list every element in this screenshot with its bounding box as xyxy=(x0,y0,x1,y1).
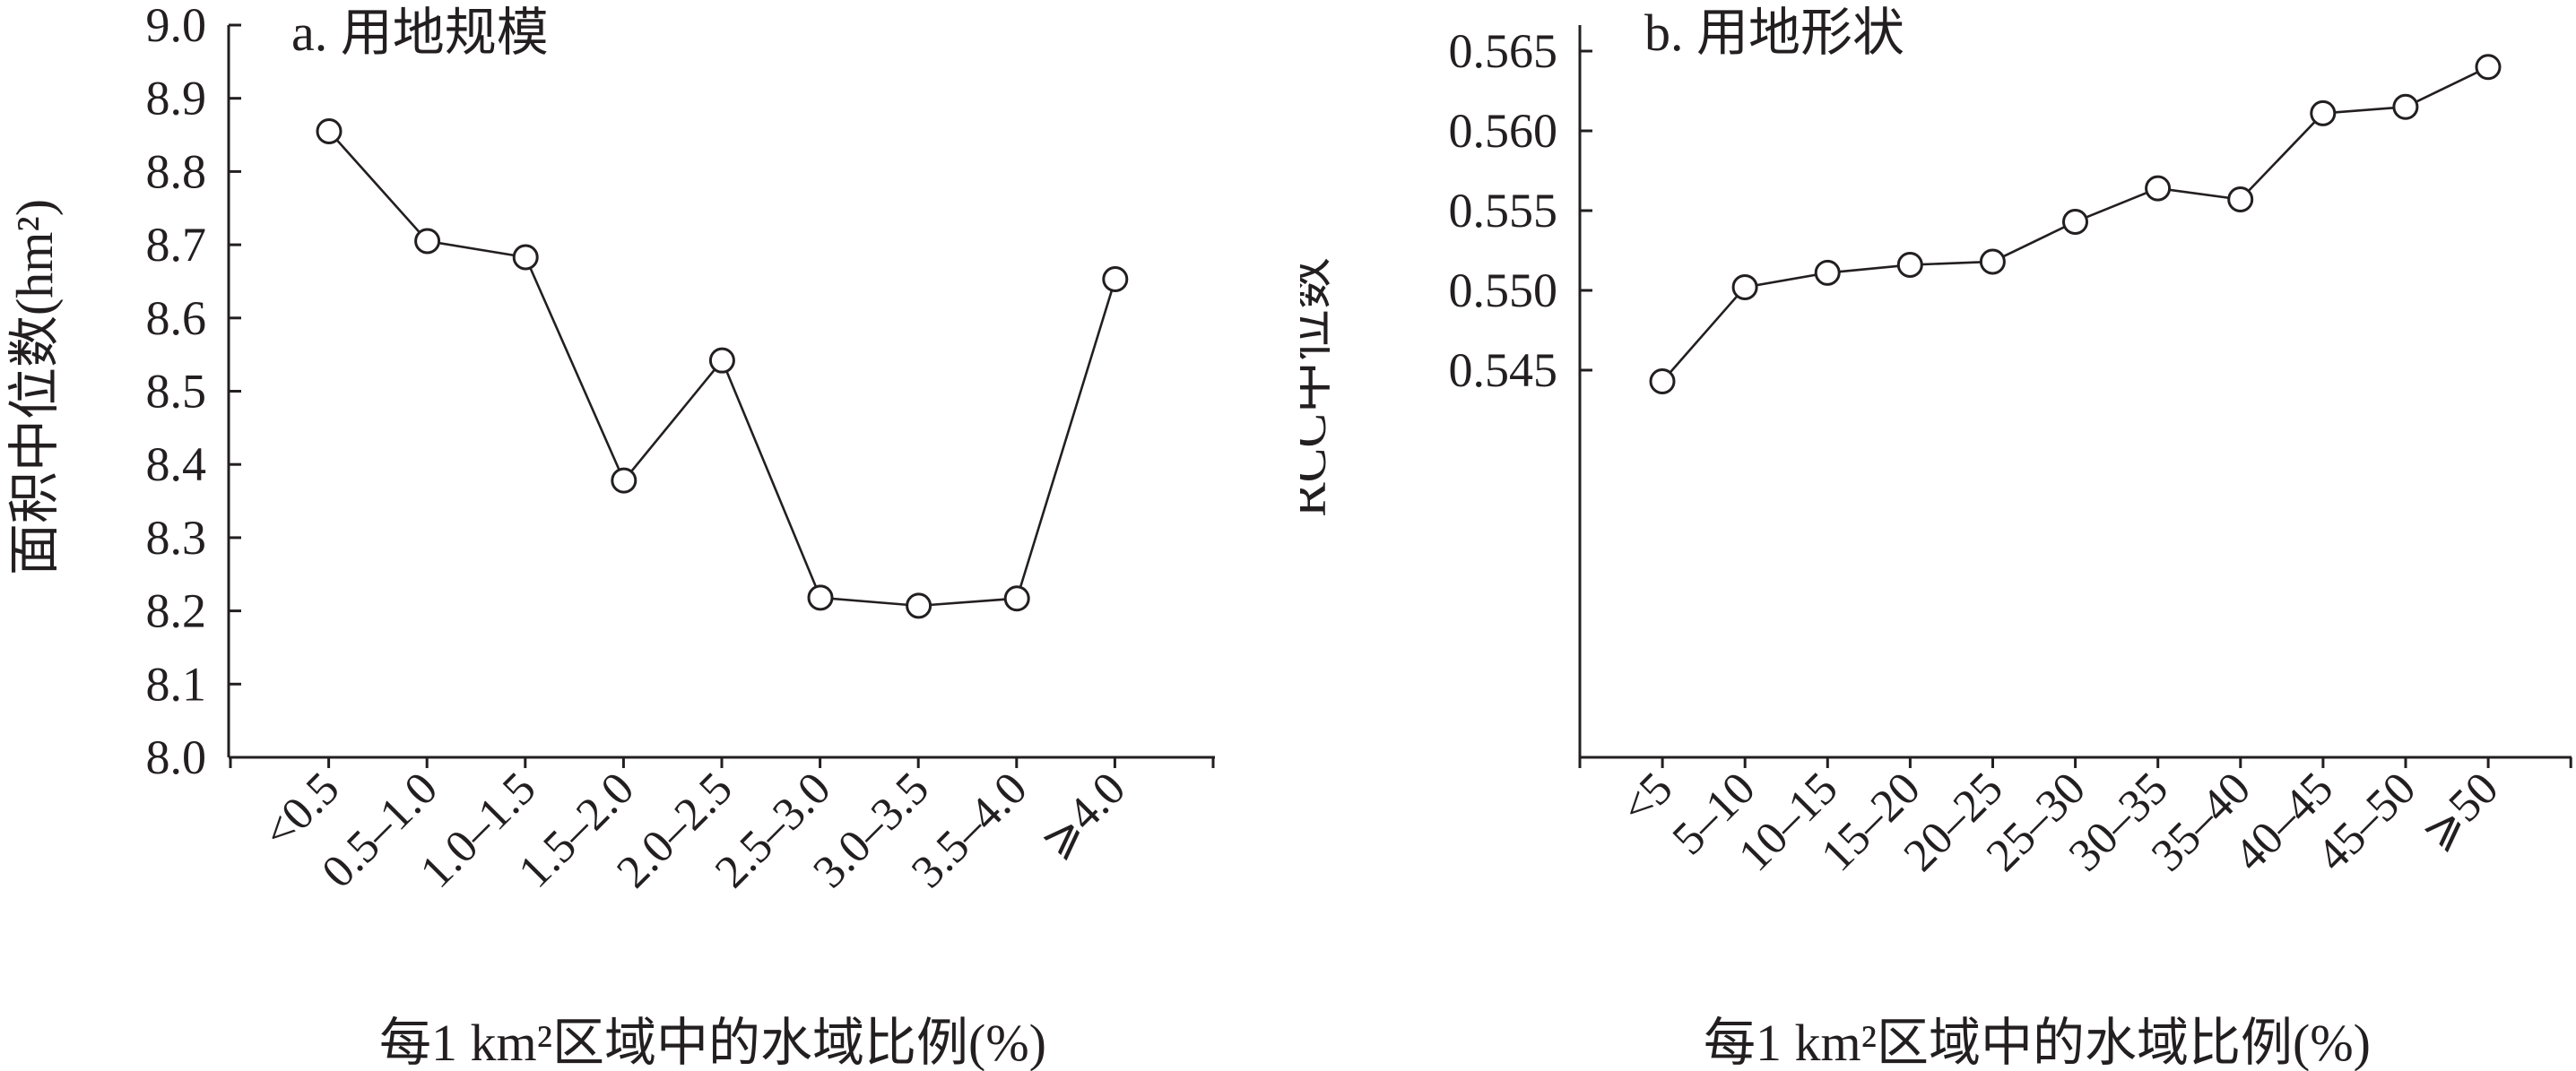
chart-b-title: b. 用地形状 xyxy=(1644,4,1904,62)
chart-b-data-point xyxy=(1649,367,1676,394)
chart-b-data-point xyxy=(2227,186,2254,213)
chart-b-y-tick-label: 0.550 xyxy=(1449,263,1558,317)
chart-a-data-point xyxy=(414,228,441,255)
chart-b-data-point xyxy=(1814,259,1841,286)
chart-a-x-axis-title: 每1 km²区域中的水域比例(%) xyxy=(379,1014,1046,1071)
chart-b-y-tick-label: 0.560 xyxy=(1449,104,1558,158)
chart-b-data-point xyxy=(1731,273,1758,300)
chart-b-x-axis-title: 每1 km²区域中的水域比例(%) xyxy=(1704,1014,2371,1071)
chart-b-x-tick-label: 45–50 xyxy=(2307,763,2425,881)
chart-a-y-tick-label: 8.6 xyxy=(146,291,207,345)
chart-a-y-tick-label: 8.5 xyxy=(146,365,207,419)
chart-b-y-tick-label: 0.565 xyxy=(1449,24,1558,78)
chart-b-shape: b. 用地形状 RCC中位数 每1 km²区域中的水域比例(%) 0.545 0.… xyxy=(1300,4,2572,1071)
chart-a-title: a. 用地规模 xyxy=(291,4,549,62)
chart-a-data-point xyxy=(708,347,735,374)
chart-a-data-point xyxy=(906,592,932,619)
chart-a-data-point xyxy=(1102,265,1129,292)
chart-a-data-point xyxy=(807,584,834,611)
chart-a-y-tick-label: 8.2 xyxy=(146,584,207,638)
chart-a-y-tick-label: 8.3 xyxy=(146,511,207,565)
chart-b-y-tick-label: 0.555 xyxy=(1449,184,1558,238)
chart-a-data-point xyxy=(316,117,343,144)
chart-a-y-tick-label: 8.4 xyxy=(146,437,207,491)
chart-a-y-tick-label: 8.0 xyxy=(146,730,207,784)
chart-a-area-scale: a. 用地规模 面积中位数(hm²) 每1 km²区域中的水域比例(%) 8.0… xyxy=(5,0,1215,1071)
chart-a-data-point xyxy=(611,467,637,494)
chart-b-data-point xyxy=(2310,99,2337,126)
chart-a-y-axis-title: 面积中位数(hm²) xyxy=(5,199,64,575)
chart-b-data-point xyxy=(2145,175,2172,202)
chart-b-data-point xyxy=(1979,248,2006,275)
chart-b-y-axis-title: RCC中位数 xyxy=(1300,257,1337,517)
chart-b-data-point xyxy=(2392,93,2419,120)
chart-b-data-point xyxy=(2062,208,2088,235)
chart-a-y-tick-label: 8.1 xyxy=(146,657,207,711)
chart-b-y-tick-label: 0.545 xyxy=(1449,343,1558,397)
chart-b-data-point xyxy=(1896,252,1923,279)
chart-a-y-tick-label: 8.8 xyxy=(146,144,207,198)
chart-a-data-point xyxy=(512,244,539,271)
chart-a-x-tick-label: ⩾4.0 xyxy=(1030,763,1135,868)
chart-b-x-tick-label: ⩾50 xyxy=(2412,763,2509,859)
chart-a-y-tick-label: 8.7 xyxy=(146,218,207,272)
chart-a-y-tick-label: 9.0 xyxy=(146,0,207,52)
chart-a-y-tick-label: 8.9 xyxy=(146,72,207,125)
chart-a-data-point xyxy=(1003,585,1030,612)
chart-b-data-point xyxy=(2475,54,2502,81)
